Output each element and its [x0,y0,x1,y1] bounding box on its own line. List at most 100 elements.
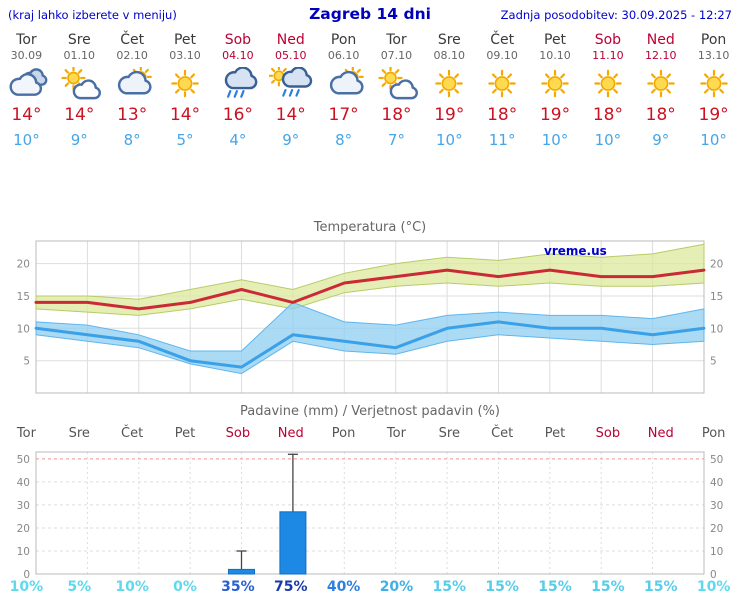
day-min-temp: 10° [700,131,727,149]
rain-icon [211,64,264,102]
day-min-temp: 10° [594,131,622,149]
day-min-temp: 10° [436,131,463,149]
day-cell-sre-08.10[interactable]: Sre 08.10 19° 10° [423,32,476,152]
day-max-temp: 19° [698,105,729,125]
precip-day-label: Ned [277,426,304,441]
precip-day-label: Čet [491,426,514,441]
day-cell-pon-13.10[interactable]: Pon 13.10 19° 10° [687,32,740,152]
day-min-temp: 7° [387,131,405,149]
svg-text:0: 0 [23,569,30,578]
svg-text:40: 40 [710,477,723,489]
day-max-temp: 18° [645,105,676,125]
precip-day-label: Sob [225,426,251,441]
day-max-temp: 17° [328,105,359,125]
day-max-temp: 18° [592,105,623,125]
day-date: 04.10 [222,49,254,62]
sunny-icon [634,64,687,102]
day-date: 03.10 [169,49,201,62]
day-cell-čet-02.10[interactable]: Čet 02.10 13° 8° [106,32,159,152]
precip-day-label: Pet [544,426,566,441]
sunny-icon [476,64,529,102]
day-cell-čet-09.10[interactable]: Čet 09.10 18° 11° [476,32,529,152]
day-max-temp: 19° [434,105,465,125]
day-max-temp: 14° [169,105,201,125]
precip-probability: 5% [67,579,92,595]
svg-text:10: 10 [710,546,723,558]
forecast-days-row: Tor 30.09 14° 10° Sre 01.10 14° 9° Čet 02.10 13° 8°… [0,32,740,152]
precip-day-label: Tor [16,426,36,441]
day-name: Čet [120,32,145,48]
svg-text:50: 50 [710,454,723,466]
precip-day-label: Ned [647,426,674,441]
precip-probability: 40% [326,579,361,595]
svg-text:50: 50 [17,454,30,466]
day-max-temp: 19° [539,105,571,125]
day-cell-tor-07.10[interactable]: Tor 07.10 18° 7° [370,32,423,152]
cloudy-icon [0,64,53,102]
day-min-temp: 10° [541,131,569,149]
day-min-temp: 9° [282,131,300,149]
day-name: Pon [330,32,357,48]
day-cell-pet-03.10[interactable]: Pet 03.10 14° 5° [159,32,212,152]
day-min-temp: 4° [229,131,247,149]
day-cell-pet-10.10[interactable]: Pet 10.10 19° 10° [529,32,582,152]
precip-probability: 15% [591,579,625,595]
day-cell-ned-12.10[interactable]: Ned 12.10 18° 9° [634,32,687,152]
day-name: Tor [16,32,37,48]
day-date: 09.10 [486,49,518,62]
day-name: Pet [544,32,567,48]
precip-probability: 0% [173,579,197,595]
day-cell-sre-01.10[interactable]: Sre 01.10 14° 9° [53,32,106,152]
precip-day-label: Pet [174,426,196,441]
day-name: Pet [173,32,197,48]
day-min-temp: 10° [13,131,40,149]
day-cell-sob-11.10[interactable]: Sob 11.10 18° 10° [581,32,634,152]
day-date: 10.10 [539,49,571,62]
page-title: Zagreb 14 dni [309,5,431,23]
svg-text:20: 20 [17,259,30,271]
day-max-temp: 14° [11,105,42,125]
sunny-icon [423,64,476,102]
menu-hint-text: (kraj lahko izberete v meniju) [8,8,177,22]
svg-text:20: 20 [710,259,723,271]
svg-text:20: 20 [710,523,723,535]
sunny-icon [159,64,212,102]
day-name: Ned [646,32,675,48]
precip-probability: 15% [432,579,467,595]
precipitation-probability-row: 10% 5% 10% 0% 35% 75% 40% 20% 15% 15% 15% 15% 15% 10% [0,579,740,595]
day-date: 08.10 [433,49,466,62]
svg-text:10: 10 [710,323,723,335]
day-date: 06.10 [327,49,360,62]
precip-probability: 35% [221,579,255,595]
day-name: Tor [386,32,407,48]
svg-text:40: 40 [17,477,30,489]
svg-text:20: 20 [17,523,30,535]
day-min-temp: 8° [123,131,141,149]
day-max-temp: 18° [381,105,412,125]
day-min-temp: 5° [176,131,194,149]
precip-probability: 15% [538,579,572,595]
svg-text:0: 0 [710,569,717,578]
day-name: Čet [490,32,515,48]
svg-text:10: 10 [17,323,30,335]
day-date: 30.09 [10,49,43,62]
precipitation-chart-title: Padavine (mm) / Verjetnost padavin (%) [240,404,500,419]
day-date: 05.10 [274,49,307,62]
day-cell-sob-04.10[interactable]: Sob 04.10 16° 4° [211,32,264,152]
day-max-temp: 13° [117,105,148,125]
temperature-chart: 5 5 10 10 15 15 20 20 vreme.us [17,240,723,394]
day-min-temp: 8° [335,131,353,149]
svg-text:30: 30 [710,500,723,512]
day-date: 12.10 [644,49,677,62]
day-cell-tor-30.09[interactable]: Tor 30.09 14° 10° [0,32,53,152]
precipitation-chart: 0 0 10 10 20 20 30 30 40 40 50 50 [17,451,723,578]
day-cell-ned-05.10[interactable]: Ned 05.10 14° 9° [264,32,317,152]
day-min-temp: 11° [488,131,516,149]
precip-day-label: Pon [701,426,726,441]
svg-text:30: 30 [17,500,30,512]
sunny-icon [687,64,740,102]
day-name: Sob [594,32,622,48]
day-date: 02.10 [116,49,148,62]
day-min-temp: 9° [70,131,88,149]
day-cell-pon-06.10[interactable]: Pon 06.10 17° 8° [317,32,370,152]
